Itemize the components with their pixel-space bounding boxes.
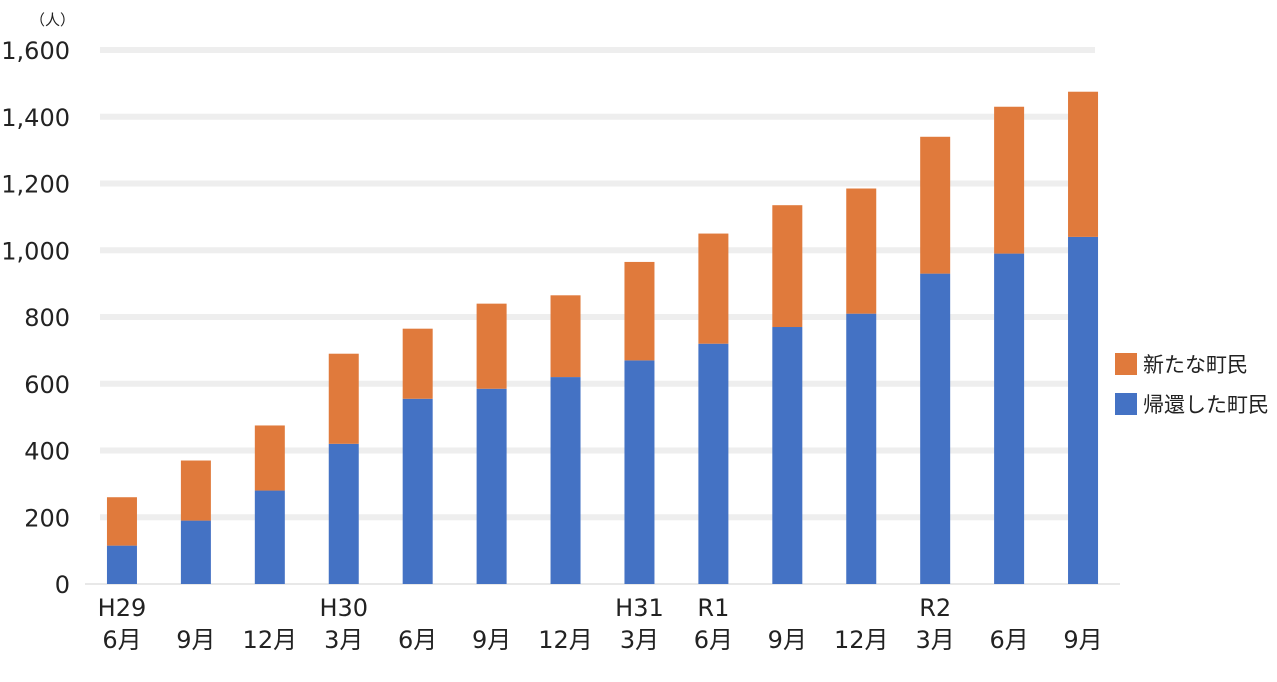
bar-segment-returned-residents bbox=[624, 360, 655, 584]
x-tick-era-label: H29 bbox=[98, 594, 147, 622]
legend-item-new-residents-swatch bbox=[1115, 353, 1137, 375]
bar-segment-new-residents bbox=[698, 233, 729, 344]
x-tick-month-label: 6月 bbox=[694, 626, 733, 654]
x-tick-era-label: H31 bbox=[615, 594, 664, 622]
y-tick-label: 1,000 bbox=[1, 237, 70, 265]
bar-segment-returned-residents bbox=[698, 343, 729, 584]
y-axis-unit-label: （人） bbox=[30, 11, 75, 29]
bar-segment-new-residents bbox=[328, 353, 359, 444]
bar-segment-returned-residents bbox=[254, 490, 285, 584]
bar-segment-new-residents bbox=[106, 497, 137, 546]
y-tick-label: 0 bbox=[55, 571, 70, 599]
bar-segment-returned-residents bbox=[846, 313, 877, 584]
bar-segment-new-residents bbox=[550, 295, 581, 378]
bars bbox=[106, 91, 1099, 584]
bar-segment-new-residents bbox=[624, 261, 655, 361]
x-tick-month-label: 3月 bbox=[324, 626, 363, 654]
bar-segment-returned-residents bbox=[328, 443, 359, 584]
bar-segment-new-residents bbox=[846, 188, 877, 314]
bar-segment-returned-residents bbox=[772, 327, 803, 584]
y-axis: （人） 0 200 400 600 800 1,000 1,200 1,400 1,600 bbox=[1, 11, 75, 599]
x-tick-month-label: 3月 bbox=[916, 626, 955, 654]
x-tick-era-label: R2 bbox=[919, 594, 951, 622]
x-tick-month-label: 9月 bbox=[768, 626, 807, 654]
y-tick-label: 1,200 bbox=[1, 171, 70, 199]
y-tick-label: 400 bbox=[24, 438, 70, 466]
x-tick-month-label: 3月 bbox=[620, 626, 659, 654]
bar-segment-returned-residents bbox=[550, 377, 581, 584]
legend: 新たな町民 帰還した町民 bbox=[1115, 353, 1269, 417]
x-tick-month-label: 9月 bbox=[472, 626, 511, 654]
y-tick-label: 600 bbox=[24, 371, 70, 399]
x-tick-month-label: 6月 bbox=[398, 626, 437, 654]
y-tick-label: 1,400 bbox=[1, 104, 70, 132]
bar-segment-new-residents bbox=[994, 106, 1025, 254]
x-tick-era-label: R1 bbox=[697, 594, 729, 622]
bar-segment-returned-residents bbox=[994, 253, 1025, 584]
x-tick-month-label: 12月 bbox=[243, 626, 298, 654]
bar-segment-returned-residents bbox=[106, 545, 137, 584]
y-tick-label: 200 bbox=[24, 504, 70, 532]
bar-segment-new-residents bbox=[1068, 91, 1099, 237]
y-tick-label: 800 bbox=[24, 304, 70, 332]
bar-segment-returned-residents bbox=[180, 520, 211, 584]
bar-segment-returned-residents bbox=[476, 388, 507, 584]
bar-segment-new-residents bbox=[920, 136, 951, 274]
bar-segment-returned-residents bbox=[920, 273, 951, 584]
bar-segment-new-residents bbox=[476, 303, 507, 389]
legend-item-returned-residents-swatch bbox=[1115, 393, 1137, 415]
x-tick-month-label: 9月 bbox=[1063, 626, 1102, 654]
x-tick-month-label: 12月 bbox=[538, 626, 593, 654]
x-tick-month-label: 9月 bbox=[176, 626, 215, 654]
bar-segment-new-residents bbox=[772, 205, 803, 328]
x-axis: H29 6月 9月 12月 H30 3月 6月 9月 12月 H31 3月 R1 6月 9月 12月 R2 3月… bbox=[98, 594, 1103, 654]
x-tick-era-label: H30 bbox=[319, 594, 368, 622]
legend-item-new-residents-label: 新たな町民 bbox=[1143, 353, 1248, 377]
y-tick-label: 1,600 bbox=[1, 37, 70, 65]
x-tick-month-label: 12月 bbox=[834, 626, 889, 654]
x-tick-month-label: 6月 bbox=[102, 626, 141, 654]
bar-segment-returned-residents bbox=[402, 398, 433, 584]
bar-segment-new-residents bbox=[254, 425, 285, 491]
bar-segment-returned-residents bbox=[1068, 236, 1099, 584]
gridlines bbox=[85, 47, 1120, 585]
legend-item-returned-residents-label: 帰還した町民 bbox=[1143, 393, 1269, 417]
x-tick-month-label: 6月 bbox=[989, 626, 1028, 654]
bar-segment-new-residents bbox=[402, 328, 433, 399]
bar-segment-new-residents bbox=[180, 460, 211, 521]
